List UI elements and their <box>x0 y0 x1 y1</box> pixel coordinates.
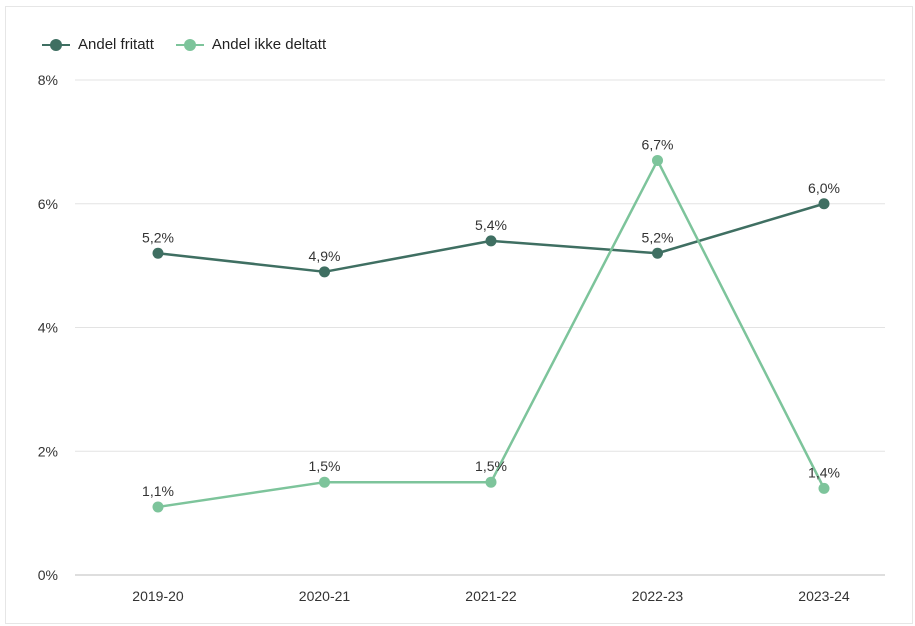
data-point <box>818 482 830 494</box>
legend-swatch-andel-fritatt <box>42 38 70 51</box>
x-tick-label: 2022-23 <box>632 588 684 604</box>
data-point <box>319 266 330 278</box>
legend-swatch-andel-ikke-deltatt <box>175 38 204 51</box>
y-tick-label: 4% <box>38 320 58 336</box>
data-point <box>652 154 663 166</box>
data-label: 5,2% <box>642 229 674 245</box>
legend-label-andel-ikke-deltatt: Andel ikke deltatt <box>211 36 327 53</box>
legend-item-andel-fritatt[interactable]: Andel fritatt <box>42 36 154 53</box>
legend-item-andel-ikke-deltatt[interactable]: Andel ikke deltatt <box>175 36 327 53</box>
data-label: 1,4% <box>808 464 840 480</box>
chart-frame <box>5 6 913 624</box>
y-tick-label: 0% <box>38 567 58 583</box>
data-label: 5,2% <box>142 229 174 245</box>
y-tick-label: 8% <box>38 72 58 88</box>
legend: Andel fritatt Andel ikke deltatt <box>42 36 326 53</box>
data-point <box>152 247 164 259</box>
data-point <box>652 247 663 259</box>
data-label: 6,7% <box>642 136 674 152</box>
data-point <box>485 235 497 247</box>
y-tick-label: 6% <box>38 196 58 212</box>
legend-label-andel-fritatt: Andel fritatt <box>78 36 154 53</box>
y-tick-label: 2% <box>38 443 58 459</box>
data-point <box>485 476 497 488</box>
data-label: 1,1% <box>142 483 174 499</box>
x-tick-label: 2023-24 <box>798 588 850 604</box>
data-label: 1,5% <box>475 458 507 474</box>
x-tick-label: 2021-22 <box>465 588 517 604</box>
data-label: 5,4% <box>475 217 507 233</box>
x-tick-label: 2020-21 <box>299 588 351 604</box>
data-label: 6,0% <box>808 180 840 196</box>
data-point <box>818 198 830 210</box>
x-tick-label: 2019-20 <box>132 588 184 604</box>
data-label: 1,5% <box>309 458 341 474</box>
series-line-1 <box>157 159 826 509</box>
data-point <box>319 476 330 488</box>
data-label: 4,9% <box>309 248 341 264</box>
data-point <box>152 501 164 513</box>
